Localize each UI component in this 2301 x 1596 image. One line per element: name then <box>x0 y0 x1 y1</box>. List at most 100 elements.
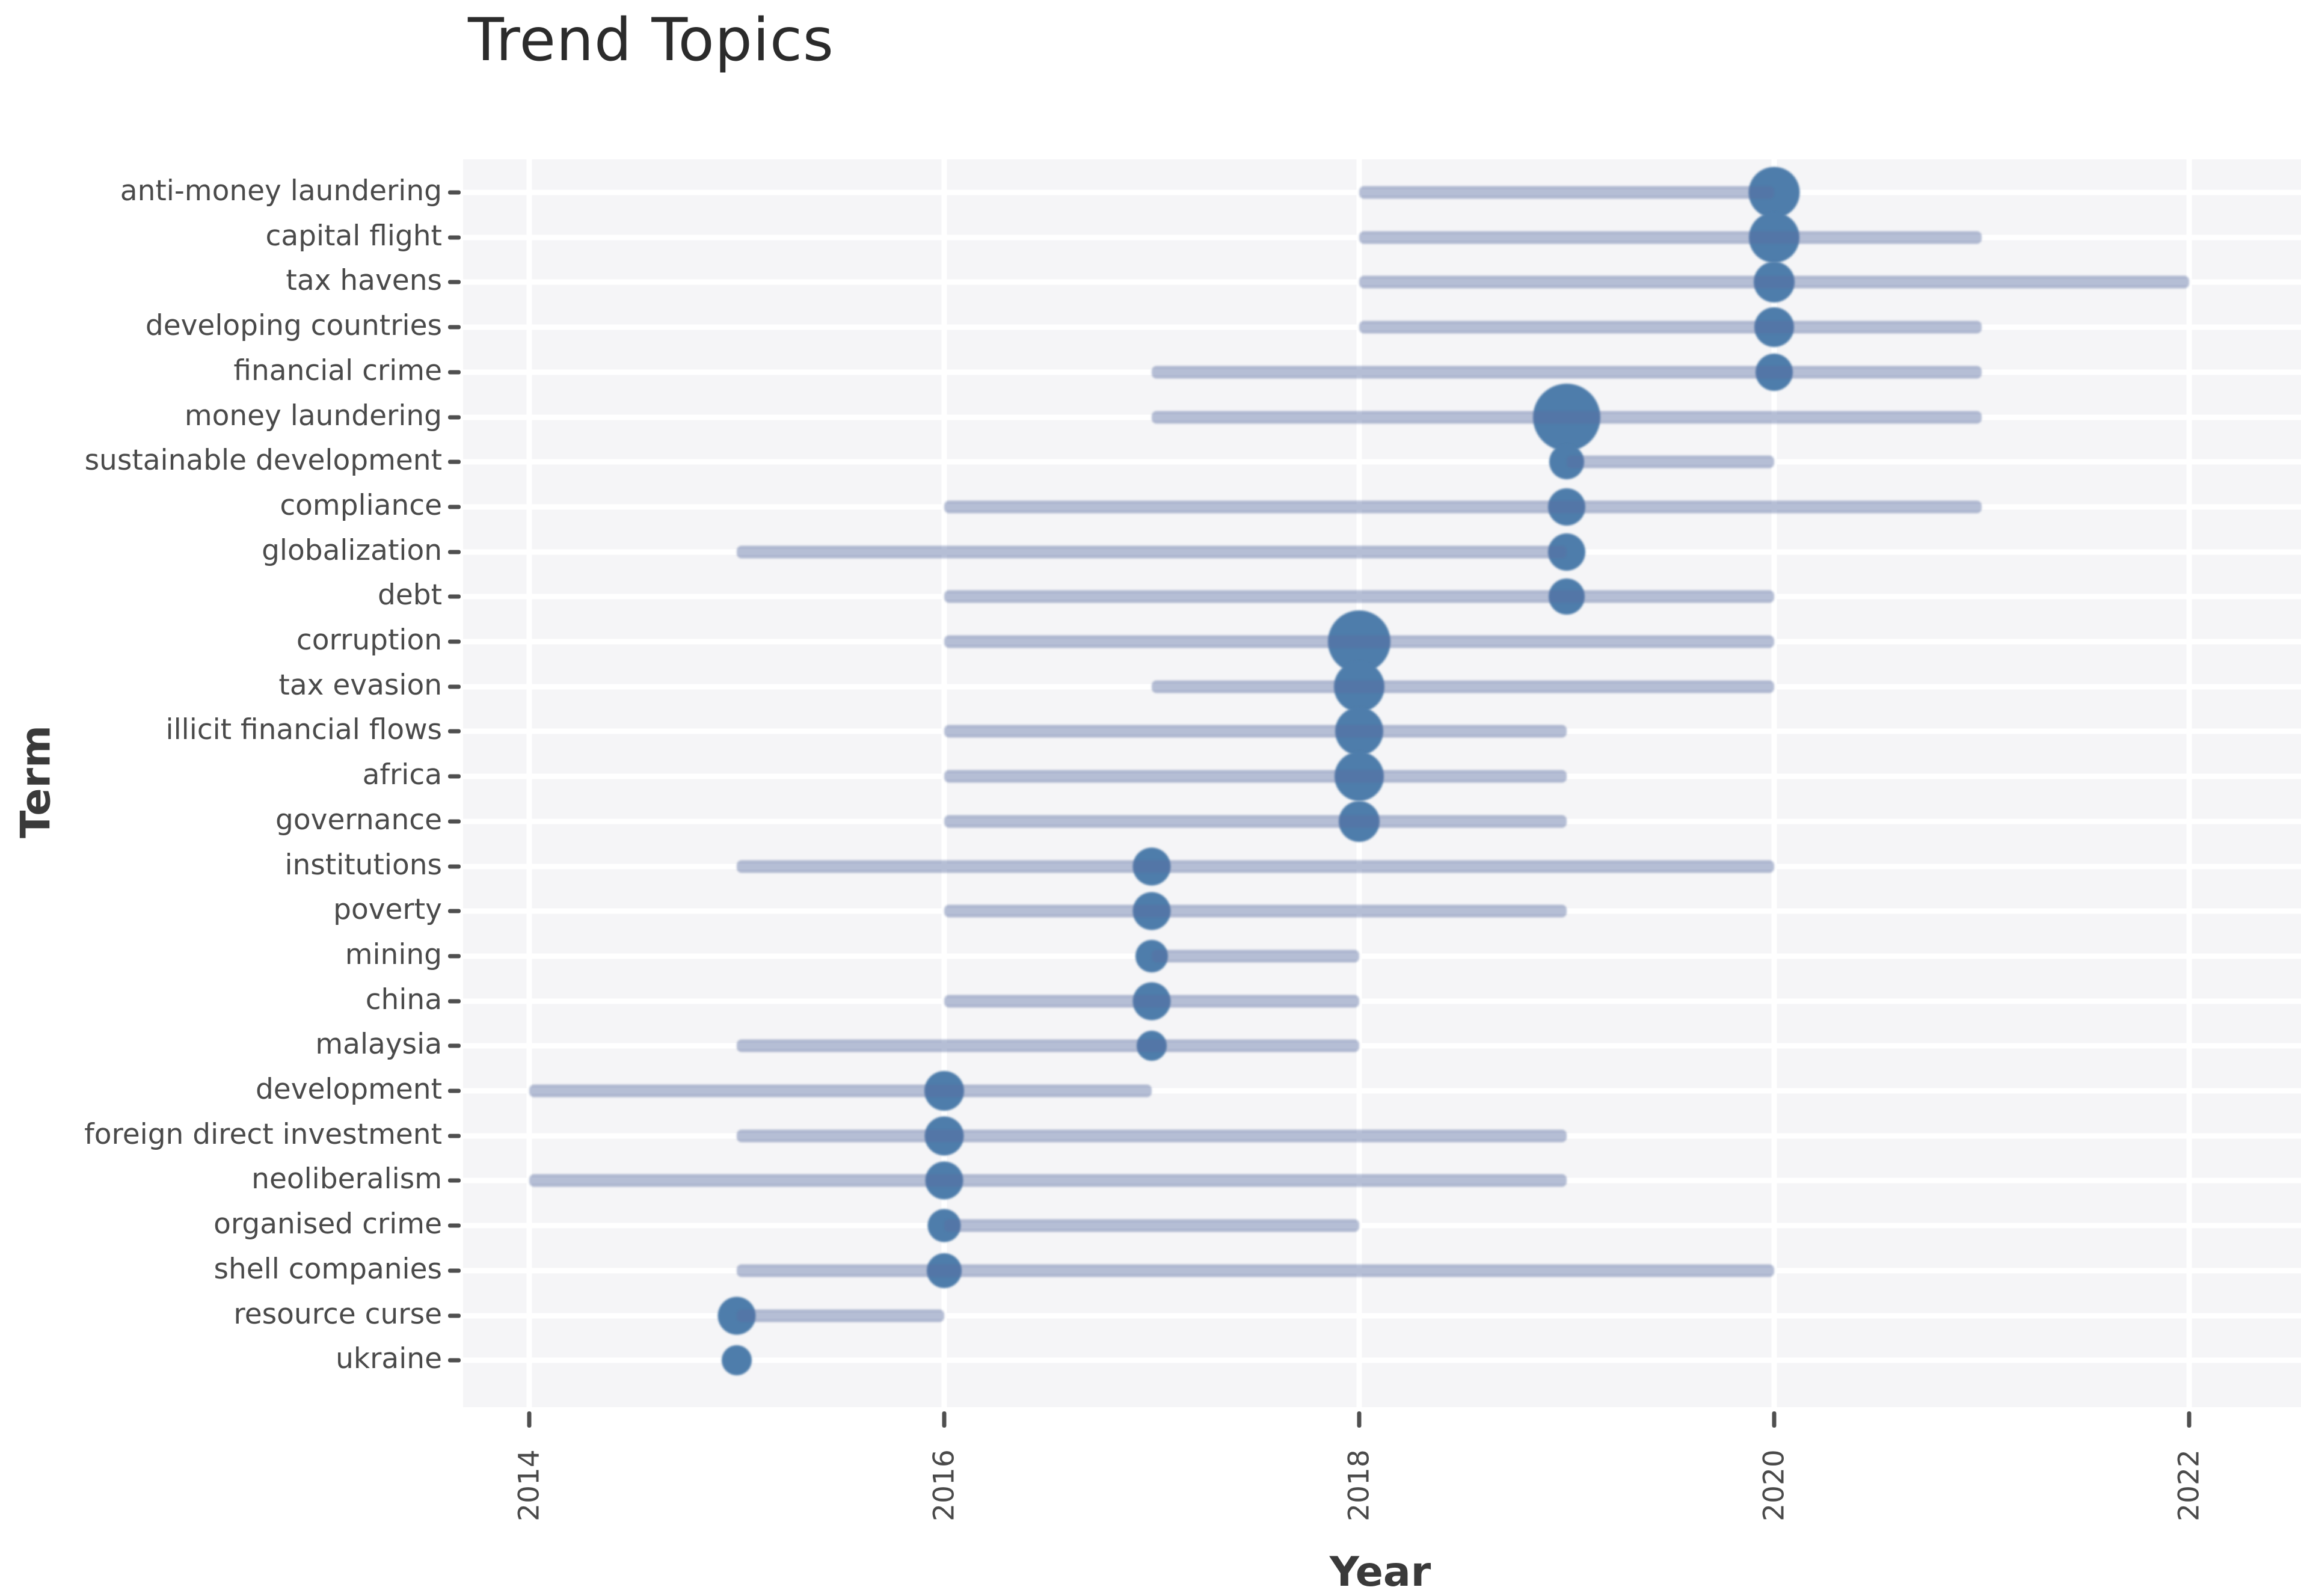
x-tick-label: 2014 <box>512 1449 546 1521</box>
term-year-range-line <box>737 1039 1359 1052</box>
x-gridline <box>526 159 532 1407</box>
term-gridline <box>463 953 2301 959</box>
term-frequency-bubble <box>927 1253 962 1288</box>
term-label: financial crime <box>233 354 442 387</box>
term-gridline <box>463 1133 2301 1139</box>
term-year-range-line <box>1359 231 1982 244</box>
term-frequency-bubble <box>722 1345 752 1376</box>
y-tick-mark <box>448 1178 461 1183</box>
y-tick-mark <box>448 774 461 779</box>
x-tick-label: 2018 <box>1342 1449 1376 1521</box>
term-gridline <box>463 998 2301 1004</box>
term-gridline <box>463 504 2301 510</box>
term-frequency-bubble <box>1548 488 1585 526</box>
term-year-range-line <box>1152 950 1359 963</box>
term-label: malaysia <box>315 1028 442 1061</box>
x-tick-mark <box>1772 1411 1777 1428</box>
term-label: sustainable development <box>84 443 442 477</box>
term-year-range-line <box>1567 455 1774 468</box>
chart-title: Trend Topics <box>468 6 834 75</box>
x-tick-mark <box>942 1411 947 1428</box>
term-frequency-bubble <box>1548 533 1585 571</box>
term-label: institutions <box>284 848 442 882</box>
x-axis-title: Year <box>1329 1548 1431 1596</box>
term-gridline <box>463 549 2301 555</box>
term-frequency-bubble <box>925 1161 963 1200</box>
term-label: mining <box>345 938 442 971</box>
term-year-range-line <box>944 635 1774 648</box>
term-label: ukraine <box>336 1342 442 1375</box>
term-frequency-bubble <box>1137 1031 1167 1061</box>
term-label: resource curse <box>233 1297 442 1331</box>
term-year-range-line <box>737 1129 1567 1143</box>
term-gridline <box>463 818 2301 824</box>
term-frequency-bubble <box>1533 383 1600 451</box>
x-gridline <box>2186 159 2192 1407</box>
term-label: developing countries <box>145 308 442 342</box>
plot-panel <box>463 159 2301 1407</box>
term-year-range-line <box>529 1084 1152 1097</box>
term-label: anti-money laundering <box>120 174 442 207</box>
term-label: globalization <box>262 533 442 567</box>
term-year-range-line <box>944 995 1359 1008</box>
y-tick-mark <box>448 639 461 644</box>
y-tick-mark <box>448 415 461 419</box>
term-frequency-bubble <box>1756 353 1793 391</box>
term-frequency-bubble <box>1135 939 1168 972</box>
term-year-range-line <box>944 770 1567 783</box>
term-frequency-bubble <box>1132 847 1171 885</box>
y-tick-mark <box>448 1223 461 1228</box>
term-gridline <box>463 235 2301 241</box>
term-gridline <box>463 1268 2301 1274</box>
term-label: africa <box>362 758 442 791</box>
term-label: china <box>365 983 442 1016</box>
y-tick-mark <box>448 190 461 195</box>
term-frequency-bubble <box>1334 661 1384 712</box>
x-tick-label: 2022 <box>2172 1449 2206 1521</box>
term-year-range-line <box>944 725 1567 738</box>
y-tick-mark <box>448 459 461 464</box>
x-gridline <box>1771 159 1777 1407</box>
y-tick-mark <box>448 684 461 689</box>
y-tick-mark <box>448 1088 461 1093</box>
term-year-range-line <box>1152 411 1982 423</box>
term-year-range-line <box>737 545 1567 559</box>
term-frequency-bubble <box>1549 444 1584 480</box>
term-gridline <box>463 324 2301 330</box>
y-tick-mark <box>448 909 461 913</box>
term-label: tax evasion <box>278 668 442 702</box>
term-label: capital flight <box>265 219 442 253</box>
term-year-range-line <box>1359 321 1982 334</box>
term-label: organised crime <box>214 1207 442 1241</box>
term-label: money laundering <box>184 399 442 432</box>
term-gridline <box>463 369 2301 375</box>
term-label: governance <box>275 803 442 836</box>
term-label: development <box>255 1072 442 1106</box>
term-frequency-bubble <box>924 1116 964 1156</box>
y-tick-mark <box>448 505 461 509</box>
term-gridline <box>463 189 2301 195</box>
term-label: tax havens <box>286 264 442 298</box>
y-tick-mark <box>448 864 461 868</box>
term-frequency-bubble <box>1132 982 1171 1021</box>
x-tick-mark <box>2187 1411 2192 1428</box>
term-label: compliance <box>280 488 442 522</box>
term-year-range-line <box>737 1264 1774 1277</box>
term-gridline <box>463 1223 2301 1229</box>
y-tick-mark <box>448 280 461 284</box>
term-gridline <box>463 1357 2301 1363</box>
term-gridline <box>463 908 2301 914</box>
term-frequency-bubble <box>924 1071 964 1111</box>
term-label: corruption <box>296 623 442 657</box>
term-frequency-bubble <box>717 1297 756 1334</box>
term-frequency-bubble <box>1335 752 1384 802</box>
x-gridline <box>941 159 947 1407</box>
term-year-range-line <box>737 860 1774 873</box>
term-year-range-line <box>1359 275 2189 289</box>
x-tick-label: 2016 <box>927 1449 961 1521</box>
term-frequency-bubble <box>1132 892 1171 930</box>
term-year-range-line <box>944 500 1982 514</box>
y-tick-mark <box>448 819 461 824</box>
y-tick-mark <box>448 594 461 599</box>
